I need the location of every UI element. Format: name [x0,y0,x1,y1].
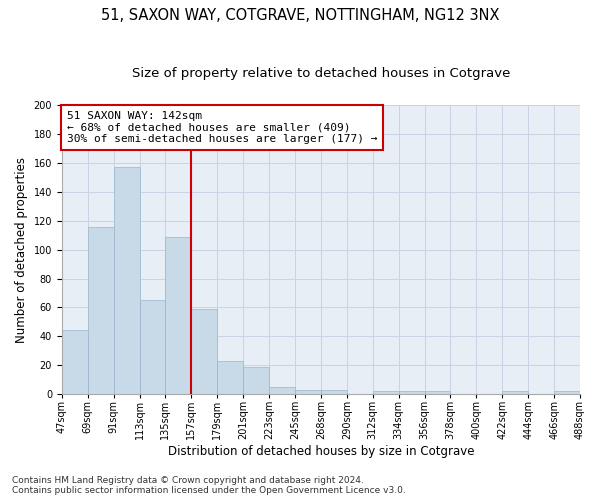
Text: 51, SAXON WAY, COTGRAVE, NOTTINGHAM, NG12 3NX: 51, SAXON WAY, COTGRAVE, NOTTINGHAM, NG1… [101,8,499,22]
Bar [373,391,398,394]
Bar [243,366,269,394]
Bar [295,390,321,394]
Text: 51 SAXON WAY: 142sqm
← 68% of detached houses are smaller (409)
30% of semi-deta: 51 SAXON WAY: 142sqm ← 68% of detached h… [67,111,377,144]
Title: Size of property relative to detached houses in Cotgrave: Size of property relative to detached ho… [132,68,510,80]
Bar [166,236,191,394]
Bar [269,387,295,394]
Bar [140,300,166,394]
Y-axis label: Number of detached properties: Number of detached properties [15,156,28,342]
Bar [321,390,347,394]
Bar [554,391,580,394]
Text: Contains HM Land Registry data © Crown copyright and database right 2024.
Contai: Contains HM Land Registry data © Crown c… [12,476,406,495]
Bar [217,361,243,394]
Bar [425,391,451,394]
Bar [502,391,528,394]
Bar [88,226,113,394]
Bar [62,330,88,394]
X-axis label: Distribution of detached houses by size in Cotgrave: Distribution of detached houses by size … [167,444,474,458]
Bar [191,309,217,394]
Bar [398,391,425,394]
Bar [113,168,140,394]
